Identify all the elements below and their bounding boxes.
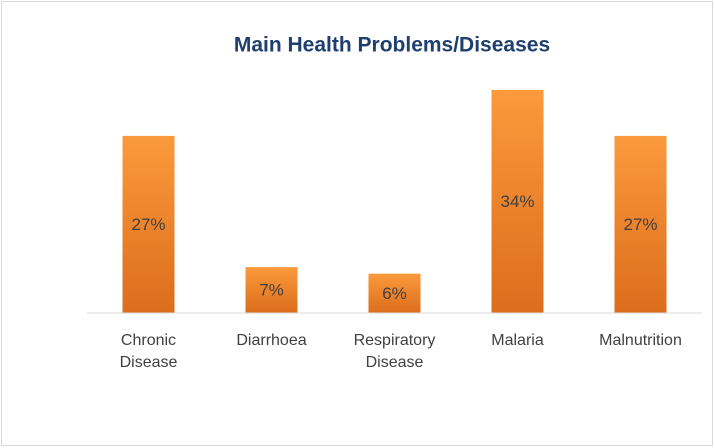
value-label: 34% [500,192,534,211]
x-tick-label: Respiratory Disease [353,332,436,371]
x-tick-label: Chronic Disease [119,332,178,371]
x-tick-label: Malnutrition [599,332,682,349]
value-label: 27% [623,215,657,234]
bar [614,135,667,313]
value-label: 6% [382,284,407,303]
bar [491,90,544,313]
x-tick-label: Diarrhoea [236,332,307,349]
bar [122,135,175,313]
value-label: 27% [131,215,165,234]
bar [368,273,421,313]
chart-title: Main Health Problems/Diseases [234,34,550,57]
value-label: 7% [259,281,284,300]
x-tick-label: Malaria [491,332,544,349]
bar [245,267,298,313]
